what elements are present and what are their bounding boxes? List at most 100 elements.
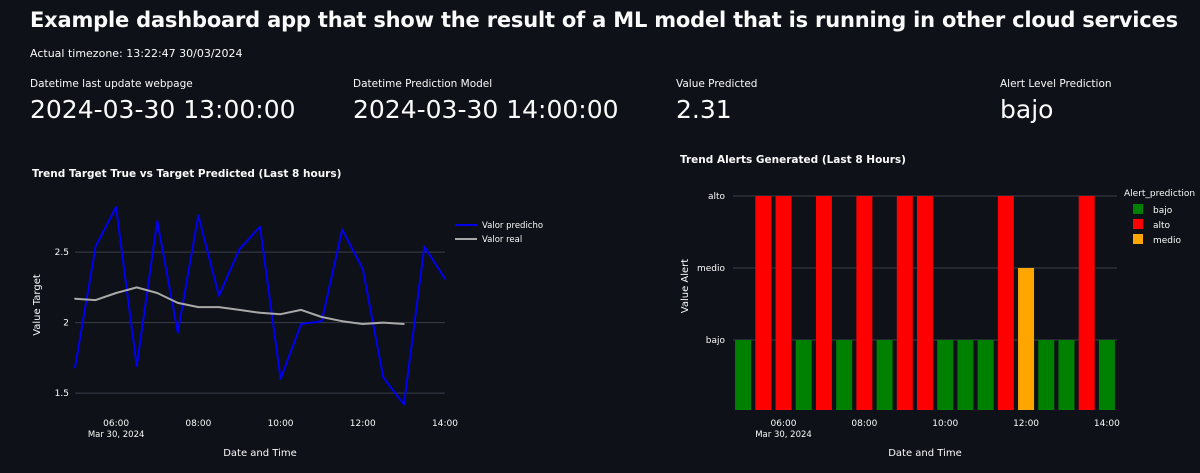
bar-alto xyxy=(997,196,1014,410)
data-point xyxy=(300,323,303,325)
metric-label: Alert Level Prediction xyxy=(1000,78,1112,90)
series-line-predicted xyxy=(74,206,446,406)
metric-value: bajo xyxy=(1000,95,1054,124)
data-point xyxy=(197,306,200,309)
bar-bajo xyxy=(977,340,994,410)
data-point xyxy=(259,225,261,228)
x-tick-label: 06:00 xyxy=(771,419,797,429)
x-tick-label: 10:00 xyxy=(268,419,294,429)
bar-alto xyxy=(896,196,913,410)
x-tick-label: 14:00 xyxy=(432,419,458,429)
data-point xyxy=(238,248,241,251)
data-point xyxy=(115,206,118,208)
data-point xyxy=(341,320,344,323)
data-point xyxy=(320,320,323,323)
bar-alto xyxy=(775,196,792,410)
data-point xyxy=(423,245,426,248)
legend-title: Alert_prediction xyxy=(1124,189,1195,199)
data-point xyxy=(74,366,76,369)
data-point xyxy=(197,214,200,217)
data-point xyxy=(444,278,446,280)
x-tick-label: 14:00 xyxy=(1094,419,1120,429)
x-tick-label: 08:00 xyxy=(185,419,211,429)
x-tick-label: 12:00 xyxy=(350,419,376,429)
legend-label: alto xyxy=(1153,221,1171,231)
y-axis-label: Value Alert xyxy=(680,259,691,314)
legend-swatch xyxy=(1133,234,1143,244)
metric-value: 2.31 xyxy=(676,95,732,124)
x-tick-label: 12:00 xyxy=(1013,419,1039,429)
data-point xyxy=(94,299,97,301)
legend-label: Valor real xyxy=(482,235,522,245)
bar-bajo xyxy=(1038,340,1055,410)
data-point xyxy=(176,331,179,334)
data-point xyxy=(361,268,364,270)
y-tick-label: alto xyxy=(708,192,726,202)
data-point xyxy=(279,313,282,316)
bar-bajo xyxy=(937,340,954,410)
bar-medio xyxy=(1018,268,1035,410)
data-point xyxy=(217,306,220,309)
x-axis-label: Date and Time xyxy=(223,448,297,459)
metric-label: Datetime last update webpage xyxy=(30,78,193,90)
timezone-text: Actual timezone: 13:22:47 30/03/2024 xyxy=(30,47,243,60)
data-point xyxy=(74,297,76,300)
metric-value-predicted: Value Predicted 2.31 xyxy=(676,78,757,124)
bar-alto xyxy=(1078,196,1095,410)
y-tick-label: medio xyxy=(697,264,726,274)
data-point xyxy=(382,321,385,324)
data-point xyxy=(402,403,405,406)
bar-bajo xyxy=(836,340,853,410)
data-point xyxy=(320,316,323,318)
y-tick-label: 1.5 xyxy=(55,389,69,399)
y-tick-label: bajo xyxy=(706,336,726,346)
data-point xyxy=(341,228,344,231)
bar-alto xyxy=(856,196,873,410)
metric-alert-level: Alert Level Prediction bajo xyxy=(1000,78,1112,124)
page-title: Example dashboard app that show the resu… xyxy=(30,8,1178,32)
bar-chart[interactable]: Trend Alerts Generated (Last 8 Hours) baj… xyxy=(600,140,1200,473)
chart-title: Trend Alerts Generated (Last 8 Hours) xyxy=(680,154,906,166)
data-point xyxy=(156,220,159,223)
bar-alto xyxy=(755,196,772,410)
data-point xyxy=(115,292,118,294)
data-point xyxy=(300,309,303,311)
bar-alto xyxy=(917,196,933,410)
data-point xyxy=(361,323,364,325)
x-date-label: Mar 30, 2024 xyxy=(755,430,812,440)
metric-last-update: Datetime last update webpage 2024-03-30 … xyxy=(30,78,296,124)
data-point xyxy=(217,294,220,297)
series-line-real xyxy=(74,286,404,325)
bar-bajo xyxy=(876,340,893,410)
bar-bajo xyxy=(957,340,974,410)
x-tick-label: 06:00 xyxy=(103,419,129,429)
bar-bajo xyxy=(795,340,812,410)
data-point xyxy=(402,323,405,325)
x-tick-label: 08:00 xyxy=(851,419,877,429)
x-date-label: Mar 30, 2024 xyxy=(88,430,145,440)
data-point xyxy=(176,301,179,304)
legend-label: medio xyxy=(1153,236,1182,246)
legend-label: bajo xyxy=(1153,206,1173,216)
metric-value: 2024-03-30 14:00:00 xyxy=(353,95,619,124)
bar-bajo xyxy=(1098,340,1115,410)
y-tick-label: 2 xyxy=(63,319,69,329)
metric-prediction-datetime: Datetime Prediction Model 2024-03-30 14:… xyxy=(353,78,619,124)
legend-swatch xyxy=(1133,219,1143,229)
x-axis-label: Date and Time xyxy=(888,448,962,459)
bar-bajo xyxy=(735,340,752,410)
metric-label: Datetime Prediction Model xyxy=(353,78,493,90)
legend-swatch xyxy=(1133,204,1143,214)
metric-label: Value Predicted xyxy=(676,78,758,90)
data-point xyxy=(382,376,385,379)
line-chart[interactable]: Trend Target True vs Target Predicted (L… xyxy=(0,150,600,473)
metric-value: 2024-03-30 13:00:00 xyxy=(30,95,296,124)
bar-bajo xyxy=(1058,340,1075,410)
data-point xyxy=(238,309,241,311)
data-point xyxy=(94,245,97,248)
y-tick-label: 2.5 xyxy=(55,248,69,258)
legend-label: Valor predicho xyxy=(482,221,543,231)
data-point xyxy=(135,286,138,289)
bar-alto xyxy=(815,196,832,410)
data-point xyxy=(259,311,261,314)
